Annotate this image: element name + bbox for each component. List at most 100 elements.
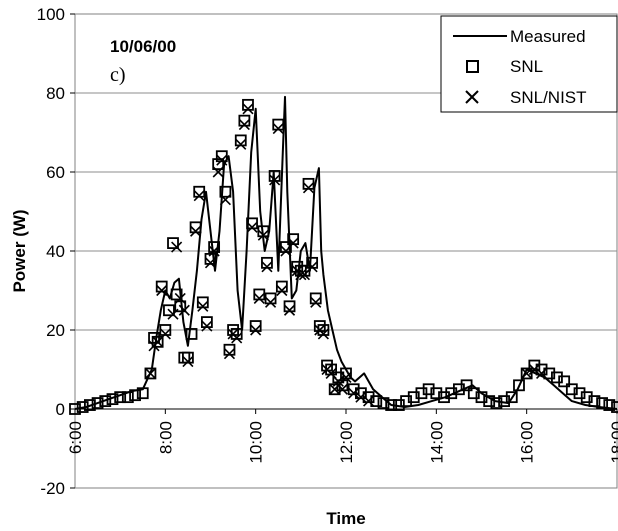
snl-point bbox=[558, 375, 571, 388]
snl-point bbox=[99, 395, 112, 408]
snl-point bbox=[377, 397, 390, 409]
snl-nist-point bbox=[528, 363, 540, 376]
snl-point bbox=[603, 399, 616, 411]
snl-nist-point bbox=[317, 328, 329, 340]
snl-nist-point bbox=[246, 221, 258, 233]
snl-nist-point bbox=[174, 292, 186, 304]
snl-nist-point bbox=[253, 292, 265, 304]
snl-nist-point bbox=[272, 122, 284, 135]
snl-nist-point bbox=[355, 391, 367, 403]
snl-point bbox=[438, 391, 450, 404]
snl-point bbox=[76, 401, 89, 413]
snl-nist-point bbox=[167, 308, 179, 320]
legend-label-snl: SNL bbox=[510, 57, 543, 76]
snl-point bbox=[551, 371, 563, 384]
snl-point bbox=[219, 185, 232, 198]
snl-point bbox=[588, 395, 601, 408]
snl-point bbox=[167, 237, 179, 250]
x-tick-label: 14:00 bbox=[427, 421, 446, 464]
y-axis: -20 0 20 40 60 80 100 bbox=[37, 5, 75, 498]
snl-nist-point bbox=[306, 261, 318, 273]
snl-point bbox=[498, 395, 510, 408]
snl-point bbox=[91, 397, 104, 409]
snl-point bbox=[460, 379, 473, 392]
snl-nist-point bbox=[201, 320, 213, 332]
y-tick-label: 40 bbox=[46, 242, 65, 261]
x-tick-label: 8:00 bbox=[156, 421, 175, 454]
snl-nist-point bbox=[193, 190, 205, 202]
snl-point bbox=[144, 367, 157, 380]
snl-nist-point bbox=[159, 328, 171, 340]
snl-nist-point bbox=[295, 269, 307, 281]
snl-nist-point bbox=[208, 245, 220, 257]
snl-nist-point bbox=[216, 154, 228, 166]
x-axis: 6:00 8:00 10:00 12:00 14:00 16:00 18:00 bbox=[66, 409, 618, 464]
snl-point bbox=[573, 387, 586, 400]
snl-point bbox=[385, 399, 398, 411]
date-annotation: 10/06/00 bbox=[110, 37, 176, 56]
panel-label: c) bbox=[110, 64, 126, 86]
snl-point bbox=[475, 391, 488, 404]
snl-nist-point bbox=[336, 383, 348, 395]
snl-nist-point bbox=[521, 367, 533, 380]
snl-nist-point bbox=[340, 371, 352, 383]
snl-point bbox=[69, 403, 81, 415]
snl-point bbox=[611, 401, 618, 413]
legend-square-swatch bbox=[466, 60, 479, 73]
snl-point bbox=[445, 387, 458, 400]
snl-nist-point bbox=[171, 241, 183, 253]
y-tick-label: 20 bbox=[46, 321, 65, 340]
snl-nist-point bbox=[257, 229, 269, 241]
snl-point bbox=[370, 395, 383, 408]
x-tick-label: 6:00 bbox=[66, 421, 85, 454]
snl-nist-point bbox=[235, 138, 247, 150]
snl-nist-point bbox=[332, 375, 344, 387]
snl-nist-point bbox=[197, 300, 209, 312]
legend-x-swatch bbox=[465, 90, 479, 104]
snl-nist-point bbox=[212, 166, 224, 178]
snl-point bbox=[392, 399, 405, 411]
snl-nist-point bbox=[242, 103, 254, 115]
snl-nist-point bbox=[363, 395, 375, 407]
snl-point bbox=[483, 395, 496, 408]
snl-point bbox=[106, 393, 119, 406]
snl-point bbox=[170, 288, 183, 301]
snl-point bbox=[212, 158, 225, 171]
snl-point bbox=[430, 387, 443, 400]
snl-point bbox=[407, 391, 420, 404]
snl-point bbox=[422, 383, 435, 396]
measured-line bbox=[74, 95, 618, 410]
snl-point bbox=[565, 383, 578, 396]
snl-nist-point bbox=[265, 296, 277, 308]
snl-point bbox=[490, 397, 503, 409]
snl-point bbox=[543, 367, 556, 380]
snl-point bbox=[151, 335, 164, 348]
x-tick-label: 18:00 bbox=[608, 421, 618, 464]
x-tick-label: 12:00 bbox=[337, 421, 356, 464]
legend-label-snl-nist: SNL/NIST bbox=[510, 88, 587, 107]
y-axis-title: Power (W) bbox=[10, 209, 29, 292]
snl-nist-point bbox=[250, 324, 262, 336]
snl-nist-point bbox=[283, 304, 296, 316]
x-tick-label: 16:00 bbox=[518, 421, 537, 464]
series-layer bbox=[69, 95, 618, 415]
snl-nist-point bbox=[178, 304, 190, 316]
snl-nist-point bbox=[302, 182, 315, 194]
snl-nist-point bbox=[223, 348, 236, 360]
snl-point bbox=[400, 395, 412, 408]
snl-nist-point bbox=[287, 237, 299, 249]
y-tick-label: -20 bbox=[40, 479, 65, 498]
snl-point bbox=[148, 331, 160, 344]
snl-point bbox=[580, 391, 593, 404]
snl-nist-point bbox=[269, 174, 281, 186]
snl-point bbox=[505, 391, 518, 404]
snl-nist-point bbox=[261, 261, 273, 273]
snl-point bbox=[114, 391, 127, 404]
snl-point bbox=[513, 379, 525, 392]
snl-nist-point bbox=[144, 367, 156, 380]
x-axis-title: Time bbox=[326, 509, 365, 528]
snl-point bbox=[174, 300, 187, 313]
snl-point bbox=[415, 387, 428, 400]
snl-point bbox=[185, 328, 198, 340]
